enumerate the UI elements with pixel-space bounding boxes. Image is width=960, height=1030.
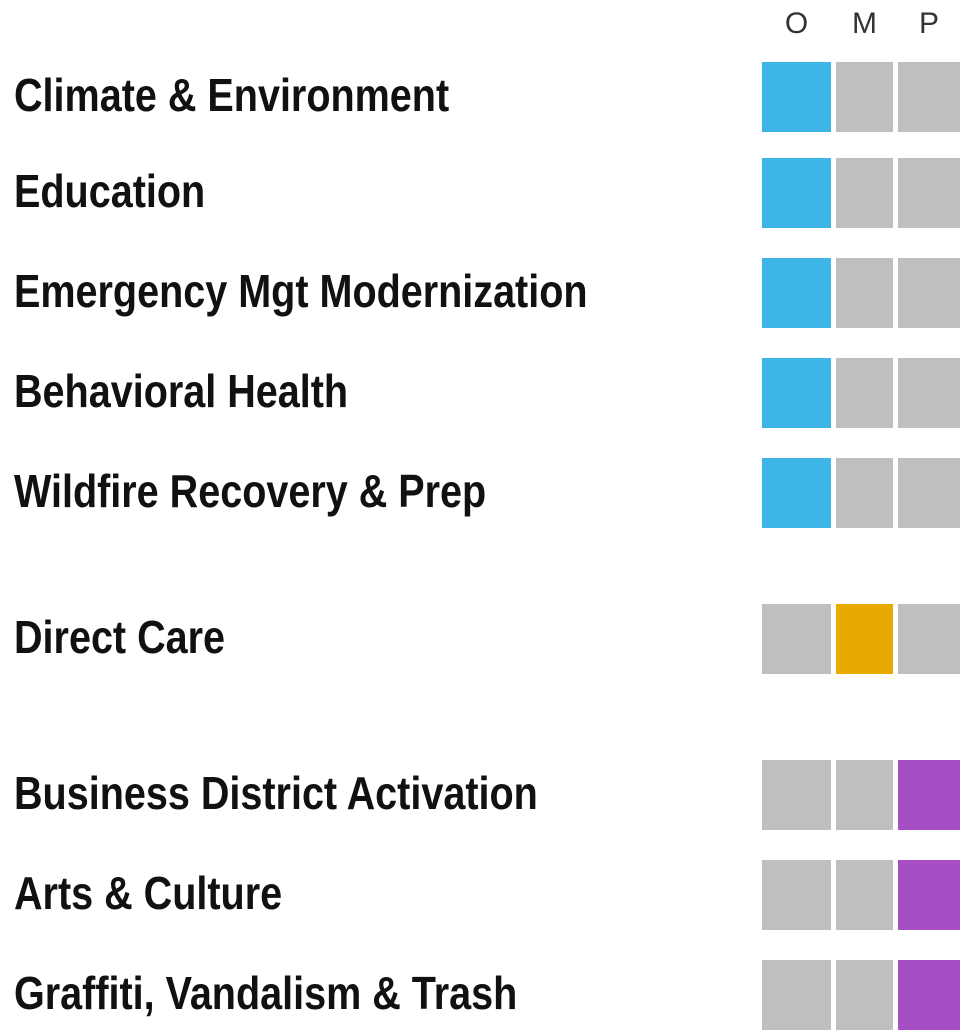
row-label: Direct Care [14, 612, 225, 663]
row-label-group: Education [14, 166, 205, 217]
cell [836, 158, 893, 228]
cell [762, 604, 831, 674]
column-header: P [919, 7, 939, 40]
row-label-group: Direct Care [14, 612, 225, 663]
row-label: Education [14, 166, 205, 217]
cell [836, 760, 893, 830]
cell [762, 960, 831, 1030]
active-cell [836, 604, 893, 674]
cell [898, 458, 960, 528]
cell [836, 860, 893, 930]
row-label-group: Graffiti, Vandalism & Trash [14, 968, 517, 1019]
row-label: Climate & Environment [14, 70, 449, 121]
cell [898, 604, 960, 674]
cell [836, 258, 893, 328]
active-cell [762, 62, 831, 132]
active-cell [762, 258, 831, 328]
row-label: Business District Activation [14, 768, 538, 819]
cell [836, 358, 893, 428]
row-label-group: Behavioral Health [14, 366, 348, 417]
cell [836, 960, 893, 1030]
row-label: Wildfire Recovery & Prep [14, 466, 486, 517]
active-cell [898, 960, 960, 1030]
cell [836, 62, 893, 132]
row-label-group: Business District Activation [14, 768, 538, 819]
column-header: O [785, 7, 808, 40]
column-header: M [852, 7, 877, 40]
cell [898, 158, 960, 228]
row-label-group: Emergency Mgt Modernization [14, 266, 588, 317]
row-label-group: Arts & Culture [14, 868, 282, 919]
row-label: Emergency Mgt Modernization [14, 266, 588, 317]
active-cell [762, 158, 831, 228]
active-cell [762, 358, 831, 428]
row-label-group: Wildfire Recovery & Prep [14, 466, 486, 517]
row-label-group: Climate & Environment [14, 70, 449, 121]
cell [762, 860, 831, 930]
cell [898, 62, 960, 132]
cell [762, 760, 831, 830]
cell [898, 358, 960, 428]
cell [898, 258, 960, 328]
cell [836, 458, 893, 528]
active-cell [762, 458, 831, 528]
row-label: Behavioral Health [14, 366, 348, 417]
active-cell [898, 860, 960, 930]
row-label: Arts & Culture [14, 868, 282, 919]
row-label: Graffiti, Vandalism & Trash [14, 968, 517, 1019]
active-cell [898, 760, 960, 830]
